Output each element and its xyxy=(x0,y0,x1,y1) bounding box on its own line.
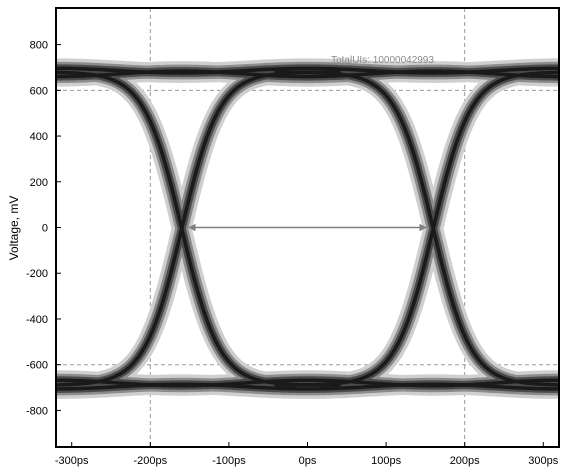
x-tick-label-2: -100ps xyxy=(212,455,246,467)
y-tick-label-2: 400 xyxy=(30,131,48,143)
y-axis-ticks: 800 600 400 200 0 -200 -400 -600 -800 xyxy=(26,40,61,417)
x-tick-label-0: -300ps xyxy=(55,455,89,467)
x-tick-label-4: 100ps xyxy=(371,455,401,467)
y-tick-label-8: -800 xyxy=(26,405,48,417)
x-axis-ticks: -300ps -200ps -100ps 0ps 100ps 200ps 300ps xyxy=(55,442,559,467)
y-tick-label-3: 200 xyxy=(30,177,48,189)
low-rail-b xyxy=(56,382,559,391)
x-tick-label-3: 0ps xyxy=(299,455,317,467)
eye-traces xyxy=(56,58,559,399)
y-tick-label-1: 600 xyxy=(30,85,48,97)
y-tick-label-5: -200 xyxy=(26,268,48,280)
y-tick-label-7: -600 xyxy=(26,360,48,372)
y-tick-label-6: -400 xyxy=(26,314,48,326)
falling-edge-1 xyxy=(274,70,559,387)
total-uis-label: TotalUIs: 10000042993 xyxy=(331,55,434,66)
y-tick-label-0: 800 xyxy=(30,40,48,52)
trace-layer-3 xyxy=(56,66,559,391)
y-tick-label-4: 0 xyxy=(42,223,48,235)
x-tick-label-6: 300ps xyxy=(528,455,558,467)
annotations: TotalUIs: 10000042993 xyxy=(188,55,434,232)
high-rail-b xyxy=(56,66,559,75)
x-tick-label-5: 200ps xyxy=(450,455,480,467)
y-axis-title: Voltage, mV xyxy=(7,196,21,261)
x-tick-label-1: -200ps xyxy=(133,455,167,467)
